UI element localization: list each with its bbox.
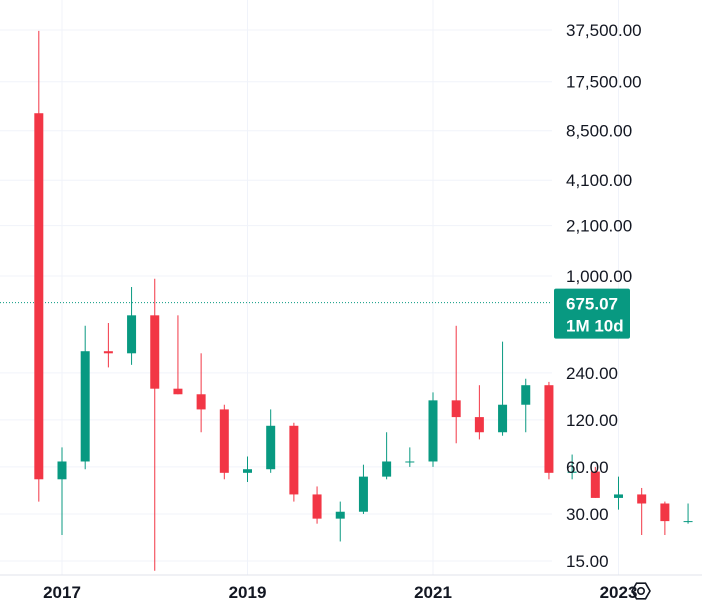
candle[interactable]: [335, 501, 345, 542]
candle-body: [451, 400, 461, 418]
candle-body: [150, 315, 160, 389]
candle[interactable]: [405, 447, 415, 467]
x-tick-label: 2023: [600, 583, 638, 602]
y-axis: 37,500.00 17,500.00 8,500.00 4,100.00 2,100.…: [566, 21, 642, 571]
candle-body: [34, 113, 44, 480]
candle[interactable]: [103, 323, 113, 368]
candle[interactable]: [266, 409, 276, 473]
candle-body: [590, 471, 600, 498]
candle[interactable]: [57, 447, 67, 536]
candle-body: [474, 417, 484, 433]
y-tick-label: 4,100.00: [566, 171, 632, 190]
candle-body: [382, 461, 392, 477]
candle[interactable]: [637, 487, 647, 536]
candle[interactable]: [80, 325, 90, 470]
candle-body: [312, 494, 322, 519]
settings-icon-center: [636, 586, 646, 596]
candle-body: [521, 385, 531, 405]
y-tick-label: 240.00: [566, 364, 618, 383]
candle-body: [335, 511, 345, 519]
candle[interactable]: [474, 385, 484, 440]
candle-body: [266, 425, 276, 470]
candle[interactable]: [660, 501, 670, 536]
candle-body: [567, 471, 577, 473]
y-tick-label: 1,000.00: [566, 267, 632, 286]
candle-body: [173, 388, 183, 395]
candle[interactable]: [173, 315, 183, 395]
candle-body: [103, 351, 113, 354]
settings-icon[interactable]: [631, 582, 651, 600]
y-tick-label: 60.00: [566, 458, 609, 477]
candle-body: [57, 461, 67, 480]
candle[interactable]: [243, 456, 252, 483]
candle[interactable]: [428, 392, 438, 467]
candle-body: [219, 409, 229, 473]
candle[interactable]: [312, 486, 322, 524]
candle[interactable]: [544, 381, 554, 480]
y-tick-label: 30.00: [566, 505, 609, 524]
candle-body: [405, 461, 415, 463]
price-badge-price: 675.07: [566, 295, 618, 314]
candle-body: [358, 476, 368, 512]
candle-body: [243, 469, 252, 473]
candle[interactable]: [614, 476, 623, 510]
price-badge: 675.07 1M 10d: [554, 288, 630, 339]
candle[interactable]: [382, 432, 392, 480]
candle-body: [498, 404, 508, 433]
candle[interactable]: [127, 287, 137, 365]
x-tick-label: 2017: [43, 583, 81, 602]
candle-body: [660, 503, 670, 522]
candle[interactable]: [358, 464, 368, 514]
candle[interactable]: [150, 278, 160, 571]
candle[interactable]: [521, 378, 531, 433]
y-tick-label: 15.00: [566, 552, 609, 571]
y-tick-label: 17,500.00: [566, 73, 642, 92]
x-tick-label: 2021: [414, 583, 452, 602]
candle-body: [637, 494, 647, 504]
y-tick-label: 8,500.00: [566, 122, 632, 141]
candle-body: [544, 385, 554, 473]
candle[interactable]: [196, 353, 206, 433]
y-tick-label: 37,500.00: [566, 21, 642, 40]
candle-body: [80, 351, 90, 462]
candle[interactable]: [683, 503, 693, 524]
price-badge-bg: [554, 288, 630, 339]
x-axis: 201720192021202320252027: [43, 583, 638, 602]
candle-body: [196, 394, 206, 410]
candle[interactable]: [34, 30, 44, 502]
candle-body: [428, 400, 438, 462]
y-tick-label: 120.00: [566, 411, 618, 430]
candle-body: [127, 315, 137, 354]
candle[interactable]: [567, 454, 577, 480]
candle[interactable]: [451, 325, 461, 444]
candle[interactable]: [289, 422, 299, 502]
hexagon-settings-icon[interactable]: [631, 582, 651, 600]
y-tick-label: 2,100.00: [566, 217, 632, 236]
candles[interactable]: [34, 30, 702, 571]
candle-body: [683, 521, 693, 523]
candle[interactable]: [498, 341, 508, 436]
candle[interactable]: [219, 404, 229, 480]
x-tick-label: 2019: [229, 583, 267, 602]
candle[interactable]: [590, 466, 600, 498]
candle-body: [614, 494, 623, 498]
price-badge-countdown: 1M 10d: [566, 317, 624, 336]
candle-body: [289, 425, 299, 495]
